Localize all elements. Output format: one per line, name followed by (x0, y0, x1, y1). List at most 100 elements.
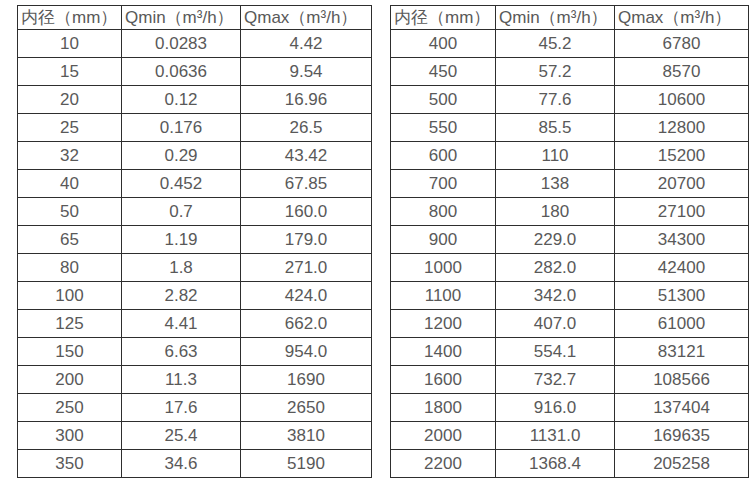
table-cell: 61000 (615, 310, 749, 338)
table-cell: 4.41 (122, 310, 241, 338)
column-header: 内径（mm） (18, 6, 122, 30)
table-cell: 300 (18, 422, 122, 450)
table-row: 1800916.0137404 (391, 394, 749, 422)
flow-spec-table-large-diameters: 内径（mm）Qmin（m³/h）Qmax（m³/h）40045.26780450… (390, 5, 749, 478)
table-row: 1600732.7108566 (391, 366, 749, 394)
table-cell: 4.42 (241, 30, 372, 58)
column-header: 内径（mm） (391, 6, 496, 30)
table-cell: 250 (18, 394, 122, 422)
table-cell: 137404 (615, 394, 749, 422)
table-row: 500.7160.0 (18, 198, 372, 226)
table-cell: 25.4 (122, 422, 241, 450)
table-cell: 1.19 (122, 226, 241, 254)
table-cell: 0.0283 (122, 30, 241, 58)
table-cell: 77.6 (496, 86, 615, 114)
table-cell: 51300 (615, 282, 749, 310)
table-row: 900229.034300 (391, 226, 749, 254)
table-cell: 160.0 (241, 198, 372, 226)
table-cell: 554.1 (496, 338, 615, 366)
table-cell: 407.0 (496, 310, 615, 338)
table-cell: 50 (18, 198, 122, 226)
table-cell: 20 (18, 86, 122, 114)
table-cell: 125 (18, 310, 122, 338)
table-row: 1200407.061000 (391, 310, 749, 338)
table-cell: 57.2 (496, 58, 615, 86)
table-cell: 424.0 (241, 282, 372, 310)
table-cell: 10600 (615, 86, 749, 114)
table-cell: 40 (18, 170, 122, 198)
table-cell: 65 (18, 226, 122, 254)
table-row: 30025.43810 (18, 422, 372, 450)
table-row: 250.17626.5 (18, 114, 372, 142)
table-cell: 10 (18, 30, 122, 58)
table-row: 40045.26780 (391, 30, 749, 58)
table-row: 1506.63954.0 (18, 338, 372, 366)
table-cell: 3810 (241, 422, 372, 450)
flow-spec-table-small-diameters: 内径（mm）Qmin（m³/h）Qmax（m³/h）100.02834.4215… (17, 5, 372, 478)
table-cell: 8570 (615, 58, 749, 86)
table-cell: 6.63 (122, 338, 241, 366)
table-cell: 80 (18, 254, 122, 282)
table-row: 70013820700 (391, 170, 749, 198)
table-cell: 2.82 (122, 282, 241, 310)
table-cell: 1600 (391, 366, 496, 394)
table-row: 801.8271.0 (18, 254, 372, 282)
table-row: 50077.610600 (391, 86, 749, 114)
table-cell: 0.0636 (122, 58, 241, 86)
table-cell: 42400 (615, 254, 749, 282)
table-cell: 916.0 (496, 394, 615, 422)
table-cell: 450 (391, 58, 496, 86)
table-cell: 1000 (391, 254, 496, 282)
table-cell: 5190 (241, 450, 372, 478)
table-cell: 350 (18, 450, 122, 478)
table-row: 400.45267.85 (18, 170, 372, 198)
header-row: 内径（mm）Qmin（m³/h）Qmax（m³/h） (391, 6, 749, 30)
table-cell: 400 (391, 30, 496, 58)
table-cell: 1400 (391, 338, 496, 366)
table-cell: 17.6 (122, 394, 241, 422)
table-cell: 11.3 (122, 366, 241, 394)
table-row: 45057.28570 (391, 58, 749, 86)
table-cell: 83121 (615, 338, 749, 366)
table-cell: 108566 (615, 366, 749, 394)
table-cell: 43.42 (241, 142, 372, 170)
table-row: 80018027100 (391, 198, 749, 226)
table-cell: 0.12 (122, 86, 241, 114)
table-cell: 34300 (615, 226, 749, 254)
table-cell: 150 (18, 338, 122, 366)
table-row: 25017.62650 (18, 394, 372, 422)
table-cell: 600 (391, 142, 496, 170)
column-header: Qmax（m³/h） (615, 6, 749, 30)
table-cell: 138 (496, 170, 615, 198)
table-cell: 12800 (615, 114, 749, 142)
table-row: 100.02834.42 (18, 30, 372, 58)
table-cell: 180 (496, 198, 615, 226)
header-row: 内径（mm）Qmin（m³/h）Qmax（m³/h） (18, 6, 372, 30)
table-row: 1002.82424.0 (18, 282, 372, 310)
table-cell: 15200 (615, 142, 749, 170)
table-cell: 800 (391, 198, 496, 226)
table-cell: 342.0 (496, 282, 615, 310)
table-cell: 32 (18, 142, 122, 170)
table-row: 20001131.0169635 (391, 422, 749, 450)
table-row: 651.19179.0 (18, 226, 372, 254)
table-cell: 550 (391, 114, 496, 142)
table-row: 150.06369.54 (18, 58, 372, 86)
table-cell: 110 (496, 142, 615, 170)
table-row: 200.1216.96 (18, 86, 372, 114)
column-header: Qmin（m³/h） (496, 6, 615, 30)
table-cell: 179.0 (241, 226, 372, 254)
table-cell: 229.0 (496, 226, 615, 254)
table-cell: 200 (18, 366, 122, 394)
column-header: Qmax（m³/h） (241, 6, 372, 30)
table-cell: 900 (391, 226, 496, 254)
table-cell: 1131.0 (496, 422, 615, 450)
table-row: 320.2943.42 (18, 142, 372, 170)
table-cell: 6780 (615, 30, 749, 58)
table-cell: 1368.4 (496, 450, 615, 478)
table-cell: 0.176 (122, 114, 241, 142)
table-row: 60011015200 (391, 142, 749, 170)
table-row: 1254.41662.0 (18, 310, 372, 338)
table-row: 1400554.183121 (391, 338, 749, 366)
table-cell: 85.5 (496, 114, 615, 142)
